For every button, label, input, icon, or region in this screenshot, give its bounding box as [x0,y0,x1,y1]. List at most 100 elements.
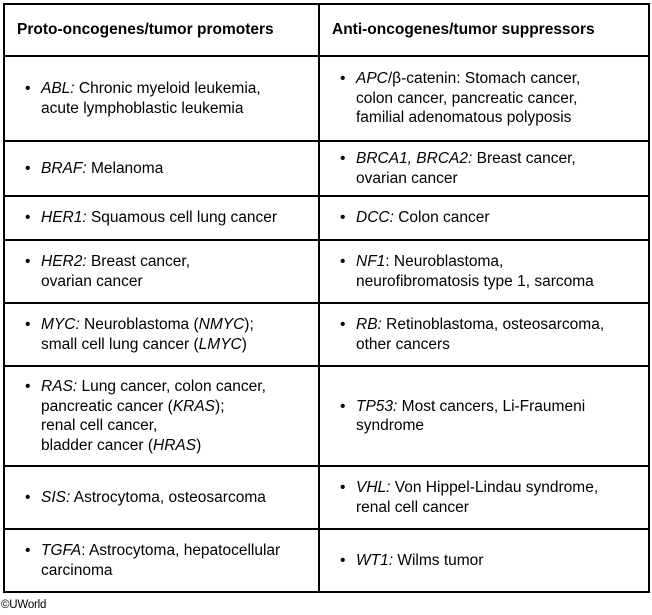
oncogene-table: Proto-oncogenes/tumor promoters Anti-onc… [3,3,650,593]
table-header-row: Proto-oncogenes/tumor promoters Anti-onc… [3,3,650,57]
description-text: Breast cancer, [86,253,191,270]
description-text: carcinoma [41,561,113,579]
description-text: ); [244,316,254,333]
tumor-suppressor-cell: VHL: Von Hippel-Lindau syndrome,renal ce… [318,465,650,530]
proto-oncogene-cell: HER2: Breast cancer,ovarian cancer [3,239,320,304]
gene-name: HER1: [41,209,87,227]
table-body: ABL: Chronic myeloid leukemia,acute lymp… [3,55,650,593]
gene-name: RAS: [41,378,78,395]
gene-name: NMYC [198,316,245,333]
tumor-suppressor-cell: WT1: Wilms tumor [318,528,650,593]
description-text: ); [215,397,225,415]
description-text: Chronic myeloid leukemia, [74,80,261,97]
description-text: pancreatic cancer ( [41,397,173,415]
cell-text-line: other cancers [356,335,640,355]
bullet-item: MYC: Neuroblastoma (NMYC);small cell lun… [25,315,310,354]
bullet-item: WT1: Wilms tumor [340,551,640,571]
cell-text-line: small cell lung cancer (LMYC) [41,335,310,355]
cell-text-line: bladder cancer (HRAS) [41,436,310,456]
proto-oncogene-cell: MYC: Neuroblastoma (NMYC);small cell lun… [3,302,320,367]
cell-text-line: ABL: Chronic myeloid leukemia, [41,79,310,99]
bullet-item: TP53: Most cancers, Li-Fraumeni syndrome [340,397,640,436]
gene-name: KRAS [172,397,216,415]
bullet-item: TGFA: Astrocytoma, hepatocellularcarcino… [25,541,310,580]
gene-name: WT1: [356,551,394,569]
gene-name: BRCA1, BRCA2: [356,150,473,167]
tumor-suppressor-cell: APC/β-catenin: Stomach cancer,colon canc… [318,55,650,142]
cell-text-line: syndrome [356,416,640,436]
cell-text-line: RAS: Lung cancer, colon cancer, [41,377,310,397]
gene-name: BRAF: [41,159,87,177]
description-text: Most cancers, Li-Fraumeni [397,397,586,415]
description-text: Breast cancer, [472,150,576,167]
cell-text-line: APC/β-catenin: Stomach cancer, [356,69,640,89]
bullet-item: BRAF: Melanoma [25,159,310,179]
tumor-suppressor-cell: BRCA1, BRCA2: Breast cancer,ovarian canc… [318,140,650,197]
description-text: Von Hippel-Lindau syndrome, [390,479,599,496]
cell-text-line: BRAF: Melanoma [41,159,310,179]
table-row: TGFA: Astrocytoma, hepatocellularcarcino… [3,528,650,593]
cell-text-line: TGFA: Astrocytoma, hepatocellular [41,541,310,561]
tumor-suppressor-cell: DCC: Colon cancer [318,195,650,241]
gene-name: RB: [356,316,382,333]
tumor-suppressor-cell: RB: Retinoblastoma, osteosarcoma, other c… [318,302,650,367]
description-text: Retinoblastoma, osteosarcoma, [381,316,605,333]
description-text: syndrome [356,417,425,434]
table-row: ABL: Chronic myeloid leukemia,acute lymp… [3,55,650,142]
gene-name: MYC: [41,316,80,333]
description-text: ) [196,436,202,454]
description-text: Lung cancer, colon cancer, [77,378,266,395]
cell-text-line: NF1: Neuroblastoma, [356,252,640,272]
table-row: BRAF: Melanoma BRCA1, BRCA2: Breast cance… [3,140,650,197]
cell-text-line: carcinoma [41,561,310,581]
gene-name: SIS: [41,488,71,506]
description-text: small cell lung cancer ( [41,335,199,353]
description-text: : Neuroblastoma, [385,253,504,270]
cell-text-line: familial adenomatous polyposis [356,108,640,128]
proto-oncogene-cell: SIS: Astrocytoma, osteosarcoma [3,465,320,530]
description-text: Squamous cell lung cancer [86,209,278,227]
description-text: Colon cancer [393,209,490,227]
gene-name: TGFA [41,542,82,559]
cell-text-line: HER1: Squamous cell lung cancer [41,208,310,228]
gene-name: NF1 [356,253,386,270]
bullet-item: SIS: Astrocytoma, osteosarcoma [25,488,310,508]
cell-text-line: ovarian cancer [41,272,310,292]
proto-oncogene-cell: HER1: Squamous cell lung cancer [3,195,320,241]
tumor-suppressor-cell: TP53: Most cancers, Li-Fraumeni syndrome [318,365,650,467]
cell-text-line: VHL: Von Hippel-Lindau syndrome, [356,478,640,498]
bullet-item: HER1: Squamous cell lung cancer [25,208,310,228]
description-text: neurofibromatosis type 1, sarcoma [356,272,594,290]
gene-name: APC [356,70,388,88]
table-row: MYC: Neuroblastoma (NMYC);small cell lun… [3,302,650,367]
description-text: colon cancer, pancreatic cancer, [356,89,578,107]
bullet-item: NF1: Neuroblastoma,neurofibromatosis typ… [340,252,640,291]
cell-text-line: renal cell cancer [356,498,640,518]
gene-name: LMYC [198,335,242,353]
gene-name: DCC: [356,209,394,227]
header-anti-oncogenes: Anti-oncogenes/tumor suppressors [318,3,650,57]
tumor-suppressor-cell: NF1: Neuroblastoma,neurofibromatosis typ… [318,239,650,304]
description-text: renal cell cancer, [41,417,158,434]
gene-name: TP53: [356,397,398,415]
description-text: acute lymphoblastic leukemia [41,99,244,117]
copyright-notice: ©UWorld [1,599,47,611]
proto-oncogene-cell: ABL: Chronic myeloid leukemia,acute lymp… [3,55,320,142]
bullet-item: RB: Retinoblastoma, osteosarcoma, other c… [340,315,640,354]
description-text: other cancers [356,335,450,353]
bullet-item: RAS: Lung cancer, colon cancer,pancreati… [25,377,310,455]
cell-text-line: pancreatic cancer (KRAS); [41,397,310,417]
table-row: RAS: Lung cancer, colon cancer,pancreati… [3,365,650,467]
cell-text-line: BRCA1, BRCA2: Breast cancer, [356,149,640,169]
description-text: /β-catenin: Stomach cancer, [387,70,581,88]
cell-text-line: SIS: Astrocytoma, osteosarcoma [41,488,310,508]
gene-name: VHL: [356,479,391,496]
gene-name: HRAS [153,436,197,454]
proto-oncogene-cell: RAS: Lung cancer, colon cancer,pancreati… [3,365,320,467]
description-text: renal cell cancer [356,498,469,516]
description-text: familial adenomatous polyposis [356,109,572,127]
proto-oncogene-cell: TGFA: Astrocytoma, hepatocellularcarcino… [3,528,320,593]
description-text: ) [241,335,247,353]
proto-oncogene-cell: BRAF: Melanoma [3,140,320,197]
cell-text-line: acute lymphoblastic leukemia [41,99,310,119]
